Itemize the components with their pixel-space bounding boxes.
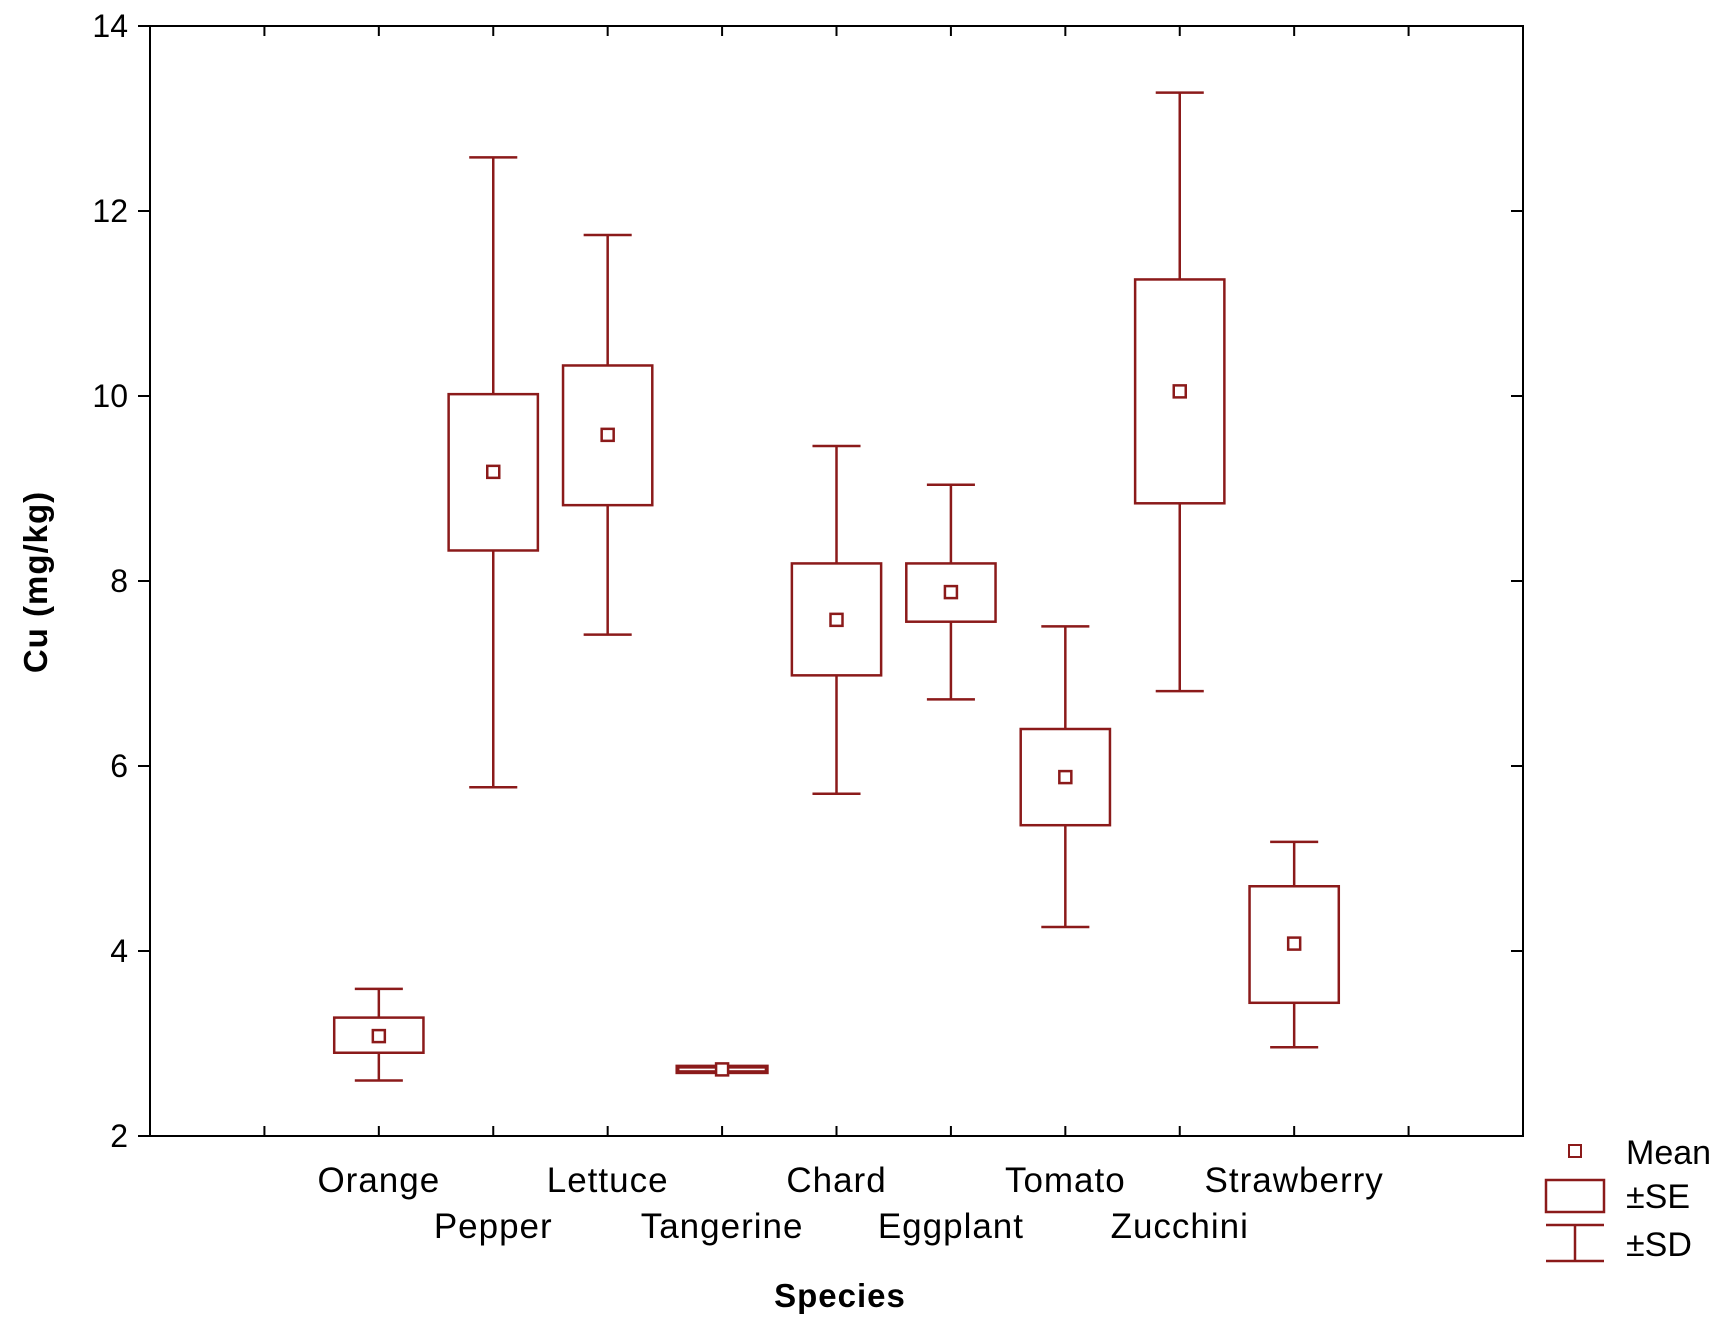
mean-marker — [1286, 936, 1302, 951]
mean-marker — [1172, 384, 1187, 399]
x-axis: Orange Pepper Lettuce Tangerine Chard Eggplan… — [263, 26, 1410, 1246]
legend-mean-marker — [1568, 1144, 1582, 1158]
legend-sd-marker — [1546, 1223, 1604, 1263]
x-category-label: Zucchini — [1111, 1207, 1249, 1246]
mean-marker — [829, 612, 844, 628]
box-group-tomato — [1019, 625, 1112, 929]
mean-marker — [1058, 769, 1073, 785]
y-axis: 2 4 6 8 10 12 14 — [92, 8, 1523, 1154]
mean-marker — [943, 584, 959, 600]
y-axis-title: Cu (mg/kg) — [17, 491, 54, 673]
y-tick-label: 10 — [92, 378, 128, 414]
y-tick-label: 12 — [92, 193, 128, 229]
legend: Mean ±SE ±SD — [1544, 1134, 1711, 1264]
legend-label-sd: ±SD — [1626, 1226, 1692, 1264]
y-tick-label: 14 — [92, 8, 128, 44]
box-group-lettuce — [561, 233, 654, 636]
legend-label-se: ±SE — [1626, 1178, 1690, 1216]
box-group-tangerine — [675, 1062, 769, 1077]
box-group-orange — [332, 987, 425, 1082]
x-category-label: Orange — [317, 1161, 440, 1200]
y-tick-label: 4 — [110, 933, 128, 969]
y-tick-label: 2 — [110, 1118, 128, 1154]
se-box — [332, 1016, 425, 1054]
x-category-label: Pepper — [434, 1207, 553, 1246]
x-category-label: Strawberry — [1205, 1161, 1384, 1200]
x-category-label: Lettuce — [547, 1161, 669, 1200]
y-tick-label: 8 — [110, 563, 128, 599]
box-group-eggplant — [905, 483, 997, 701]
box-group-strawberry — [1248, 840, 1341, 1049]
x-category-label: Eggplant — [878, 1207, 1024, 1246]
legend-label-mean: Mean — [1626, 1134, 1711, 1172]
box-group-zucchini — [1133, 91, 1226, 693]
y-tick-label: 6 — [110, 748, 128, 784]
mean-marker — [600, 427, 615, 443]
mean-marker — [714, 1062, 730, 1077]
mean-marker — [371, 1028, 387, 1044]
x-category-label: Tomato — [1005, 1161, 1126, 1200]
box-marks — [332, 91, 1341, 1082]
legend-se-marker — [1544, 1178, 1606, 1214]
x-axis-title: Species — [774, 1277, 906, 1314]
box-group-chard — [790, 444, 883, 795]
box-group-pepper — [447, 156, 540, 789]
mean-marker — [486, 464, 501, 480]
x-category-label: Chard — [786, 1161, 886, 1200]
x-category-label: Tangerine — [641, 1207, 804, 1246]
